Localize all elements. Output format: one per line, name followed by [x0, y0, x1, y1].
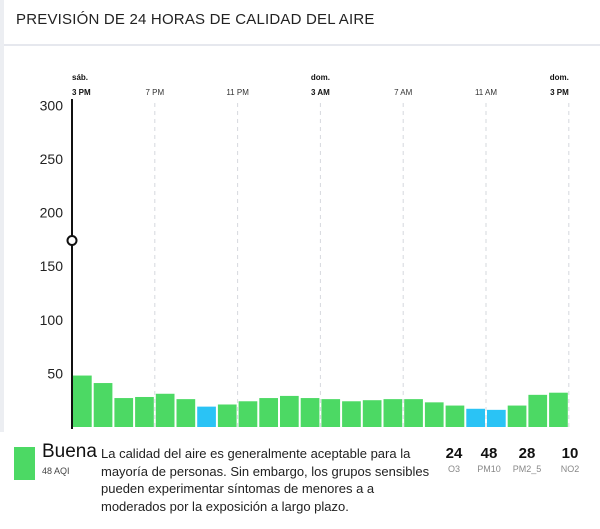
current-value-marker[interactable]: [66, 234, 78, 246]
pollutant-o3[interactable]: 24 O3: [434, 445, 474, 474]
pollutant-name: PM2_5: [512, 464, 542, 474]
card-edge: [0, 0, 4, 529]
day-label: sáb.: [72, 73, 88, 82]
forecast-bar: [528, 394, 548, 427]
time-label: 11 AM: [475, 88, 497, 97]
y-tick-label: 200: [40, 205, 64, 221]
forecast-bar: [300, 398, 320, 427]
time-label: 3 AM: [311, 88, 330, 97]
forecast-bar: [445, 405, 465, 427]
time-label: 3 PM: [72, 88, 91, 97]
forecast-bar: [342, 401, 361, 427]
day-label: dom.: [550, 73, 569, 82]
y-tick-label: 150: [40, 258, 64, 274]
forecast-bar: [93, 383, 113, 427]
forecast-bar: [155, 393, 175, 427]
time-label: 11 PM: [226, 88, 249, 97]
forecast-bar: [466, 408, 485, 427]
y-tick-label: 300: [40, 97, 64, 113]
forecast-bar: [176, 399, 196, 427]
forecast-bar: [487, 409, 506, 427]
card-title: PREVISIÓN DE 24 HORAS DE CALIDAD DEL AIR…: [16, 11, 375, 28]
forecast-bar: [280, 395, 299, 427]
pollutant-name: NO2: [560, 464, 580, 474]
forecast-bar: [321, 399, 341, 427]
forecast-bar: [217, 404, 237, 427]
time-label: 3 PM: [550, 88, 569, 97]
forecast-chart-panel: [10, 58, 598, 428]
forecast-bar: [114, 398, 134, 427]
chart-bars: [73, 375, 568, 427]
forecast-bar: [404, 399, 423, 427]
y-tick-label: 250: [40, 151, 64, 167]
chart-y-axis: 300 250 200 150 100 50: [40, 97, 64, 381]
aqi-value: 48 AQI: [42, 466, 70, 476]
day-label: dom.: [311, 73, 330, 82]
time-label: 7 PM: [145, 88, 164, 97]
pollutant-value: 24: [445, 445, 463, 462]
pollutant-no2[interactable]: 10 NO2: [550, 445, 590, 474]
forecast-bar: [238, 401, 258, 427]
pollutant-pm2-5[interactable]: 28 PM2_5: [507, 445, 547, 474]
chart-time-header: 3 PM 7 PM 11 PM 3 AM 7 AM 11 AM 3 PM sáb. dom. do…: [72, 73, 569, 97]
pollutant-name: O3: [447, 464, 460, 474]
forecast-chart[interactable]: 3 PM 7 PM 11 PM 3 AM 7 AM 11 AM 3 PM sáb. dom. do…: [0, 0, 600, 432]
pollutant-value: 48: [480, 445, 498, 462]
pollutant-name: PM10: [477, 464, 501, 474]
current-summary: Buena 48 AQI La calidad del aire es gene…: [0, 432, 600, 529]
chart-gridlines: [154, 103, 570, 427]
title-divider: [4, 44, 600, 46]
level-label: Buena: [42, 441, 97, 462]
forecast-bar: [424, 402, 444, 427]
forecast-bar: [73, 375, 92, 427]
forecast-bar: [383, 399, 403, 427]
y-tick-label: 100: [40, 312, 64, 328]
forecast-bar: [507, 405, 527, 427]
forecast-bar: [197, 406, 216, 427]
forecast-bar: [135, 396, 154, 427]
forecast-bar: [259, 398, 278, 427]
level-color-swatch: [14, 447, 35, 480]
forecast-bar: [362, 400, 382, 427]
pollutant-value: 28: [518, 445, 536, 462]
y-tick-label: 50: [47, 365, 63, 381]
forecast-bar: [549, 392, 568, 427]
time-label: 7 AM: [394, 88, 413, 97]
level-description: La calidad del aire es generalmente acep…: [101, 446, 430, 514]
pollutant-pm10[interactable]: 48 PM10: [469, 445, 509, 474]
pollutant-value: 10: [561, 445, 579, 462]
